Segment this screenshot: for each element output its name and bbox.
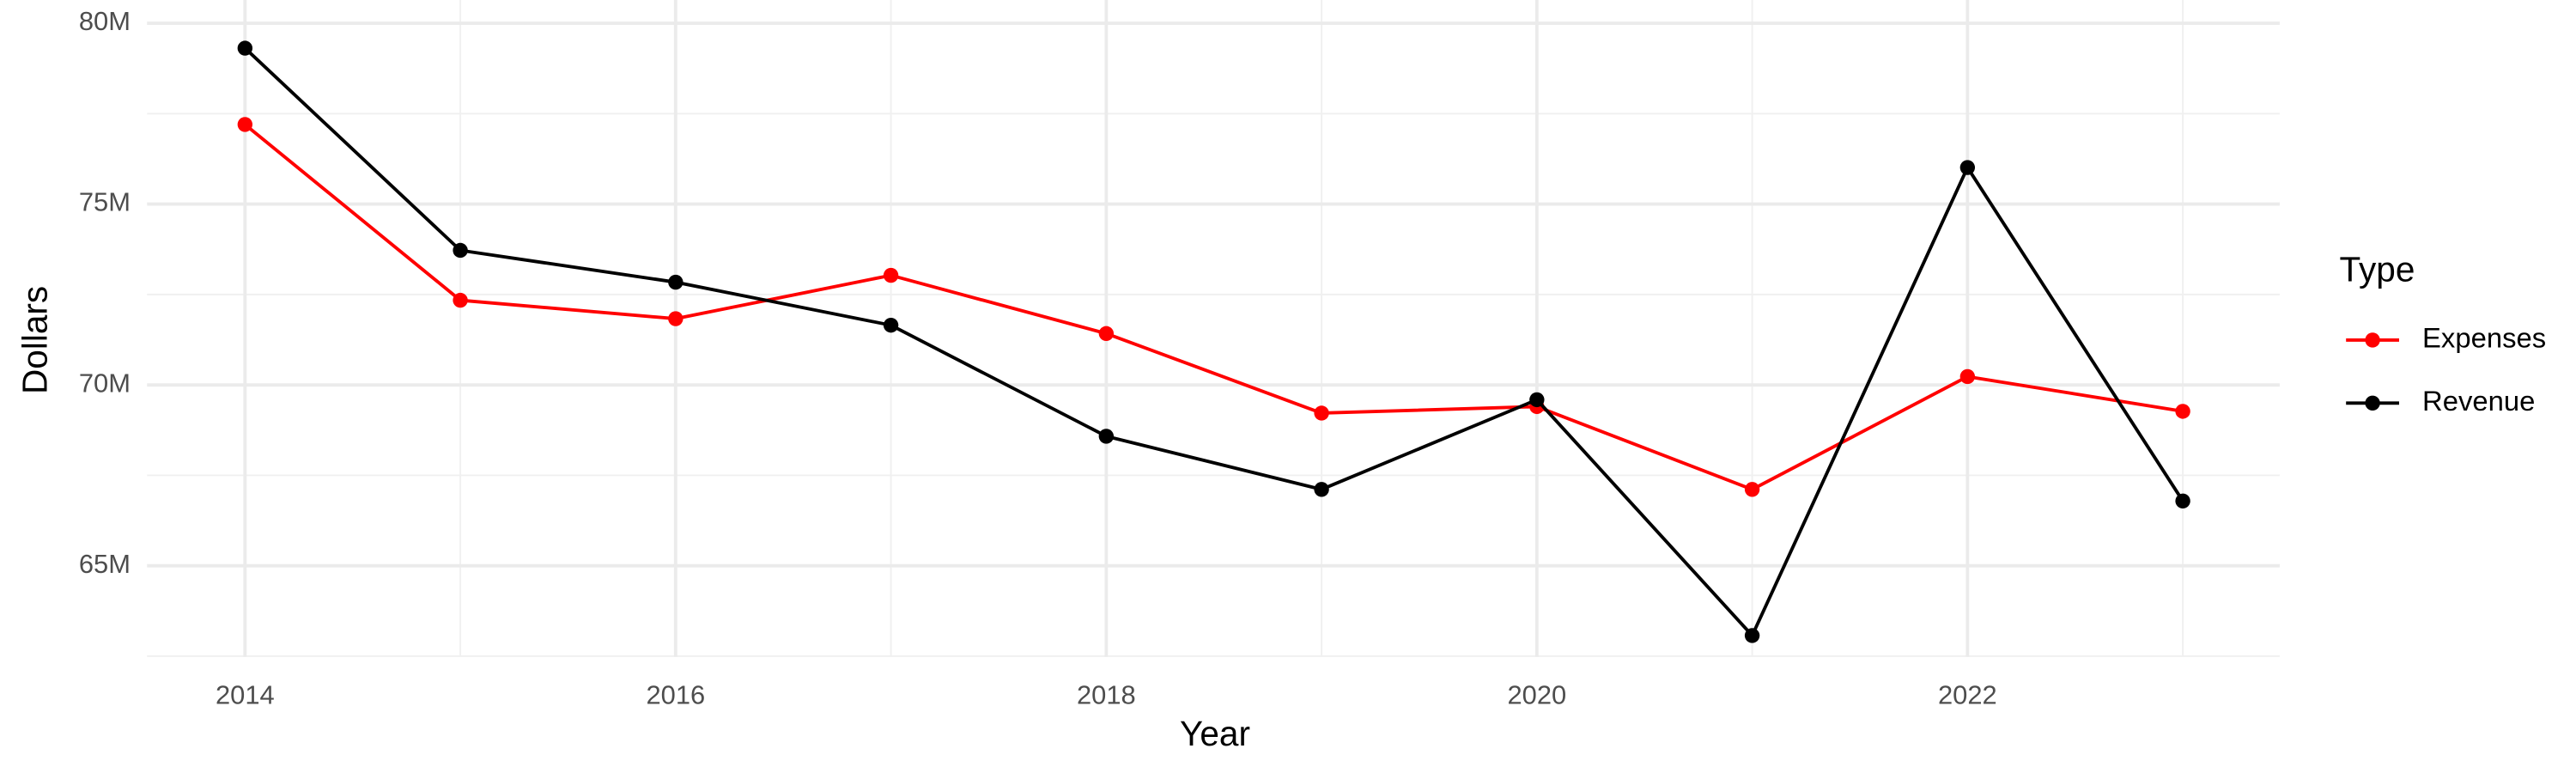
data-point bbox=[237, 117, 253, 132]
legend-marker bbox=[2365, 332, 2380, 348]
data-point bbox=[1529, 392, 1545, 408]
y-axis-label: Dollars bbox=[15, 286, 54, 394]
legend-label: Expenses bbox=[2422, 322, 2546, 354]
data-point bbox=[668, 274, 683, 290]
data-point bbox=[453, 242, 468, 259]
data-point bbox=[1744, 482, 1760, 497]
x-tick-label: 2016 bbox=[646, 679, 705, 709]
x-axis-label: Year bbox=[1180, 714, 1250, 753]
series-line bbox=[244, 123, 2184, 491]
data-point bbox=[1098, 429, 1115, 444]
y-tick-label: 65M bbox=[79, 549, 131, 579]
x-tick-label: 2022 bbox=[1938, 679, 1997, 709]
data-point bbox=[1959, 160, 1976, 175]
y-tick-label: 70M bbox=[79, 368, 131, 398]
data-point bbox=[1314, 482, 1329, 497]
data-point bbox=[453, 292, 468, 308]
y-tick-label: 80M bbox=[79, 6, 131, 36]
x-tick-label: 2018 bbox=[1077, 679, 1136, 709]
data-point bbox=[2175, 493, 2190, 509]
grid bbox=[147, 0, 2280, 657]
legend-title: Type bbox=[2339, 249, 2415, 289]
x-tick-label: 2014 bbox=[216, 679, 275, 709]
data-point bbox=[1744, 628, 1760, 643]
data-point bbox=[2175, 404, 2190, 419]
data-point bbox=[1098, 326, 1115, 342]
y-tick-label: 75M bbox=[79, 187, 131, 217]
data-point bbox=[1314, 405, 1329, 421]
data-point bbox=[883, 267, 899, 283]
x-tick-label: 2020 bbox=[1507, 679, 1566, 709]
series-line bbox=[244, 46, 2184, 639]
legend-label: Revenue bbox=[2422, 385, 2535, 417]
data-point bbox=[883, 317, 899, 333]
legend-marker bbox=[2365, 395, 2380, 411]
data-point bbox=[237, 40, 253, 56]
data-point bbox=[1959, 368, 1976, 385]
data-point bbox=[668, 311, 683, 326]
